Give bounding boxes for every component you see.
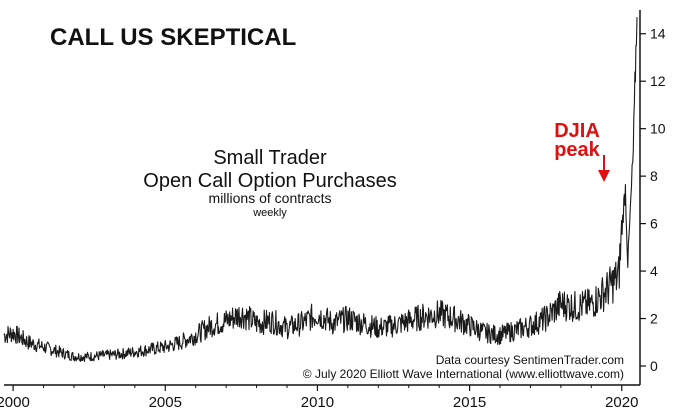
y-tick-label: 14 bbox=[650, 26, 666, 42]
x-tick-label: 2015 bbox=[453, 394, 486, 411]
annotation-arrow-head bbox=[598, 170, 610, 182]
chart-subtitle-line-1: Small Trader bbox=[213, 147, 327, 169]
chart-subtitle-units: millions of contracts bbox=[209, 190, 332, 206]
chart-subtitle-line-2: Open Call Option Purchases bbox=[143, 170, 396, 192]
y-tick-label: 0 bbox=[650, 358, 658, 374]
x-tick-label: 2020 bbox=[605, 394, 638, 411]
annotation-label-line-1: DJIA bbox=[554, 120, 600, 142]
axes-layer: 0 2 4 6 8 10 12 14 2000 2005 2010 2015 2020 bbox=[0, 10, 666, 411]
chart-title: CALL US SKEPTICAL bbox=[50, 24, 296, 51]
x-tick-label: 2005 bbox=[149, 394, 182, 411]
x-tick-label: 2010 bbox=[301, 394, 334, 411]
y-tick-label: 4 bbox=[650, 263, 658, 279]
chart-subtitle-frequency: weekly bbox=[252, 207, 287, 219]
series-layer bbox=[3, 17, 638, 362]
y-tick-label: 6 bbox=[650, 216, 658, 232]
y-tick-label: 12 bbox=[650, 73, 666, 89]
credit-copyright: © July 2020 Elliott Wave International (… bbox=[303, 367, 624, 381]
y-tick-label: 8 bbox=[650, 168, 658, 184]
y-tick-label: 10 bbox=[650, 121, 666, 137]
x-tick-label: 2000 bbox=[0, 394, 30, 411]
annotation-label-line-2: peak bbox=[554, 139, 600, 161]
series-line bbox=[3, 17, 638, 362]
credit-data-source: Data courtesy SentimenTrader.com bbox=[436, 353, 624, 367]
y-tick-label: 2 bbox=[650, 311, 658, 327]
